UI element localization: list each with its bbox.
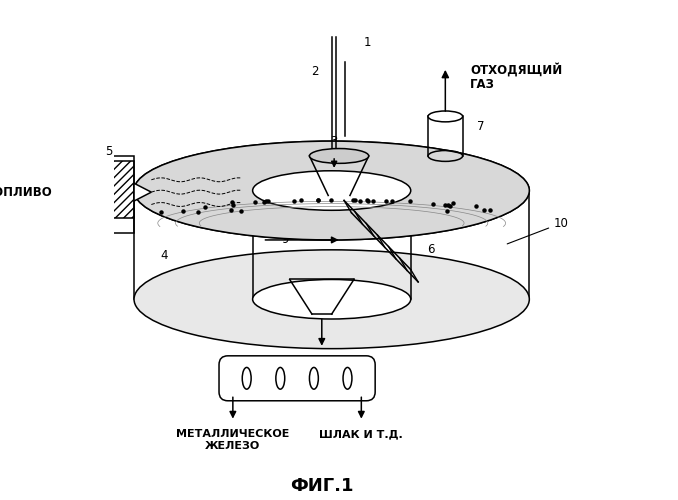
Text: МЕТАЛЛИЧЕСКОЕ
ЖЕЛЕЗО: МЕТАЛЛИЧЕСКОЕ ЖЕЛЕЗО xyxy=(176,429,290,450)
Text: 1: 1 xyxy=(364,36,372,49)
Text: 3: 3 xyxy=(330,134,338,147)
Text: 10: 10 xyxy=(507,216,569,244)
Ellipse shape xyxy=(428,111,462,122)
Bar xyxy=(87,156,134,232)
Ellipse shape xyxy=(253,171,411,210)
Polygon shape xyxy=(134,184,151,201)
Text: ТОПЛИВО: ТОПЛИВО xyxy=(0,186,52,198)
Ellipse shape xyxy=(242,368,251,389)
Text: ФИГ.1: ФИГ.1 xyxy=(290,477,353,495)
FancyBboxPatch shape xyxy=(219,356,375,401)
Text: 2: 2 xyxy=(311,66,318,78)
Ellipse shape xyxy=(134,141,530,240)
Text: 5: 5 xyxy=(105,144,113,158)
Ellipse shape xyxy=(309,368,319,389)
Ellipse shape xyxy=(253,280,411,319)
Bar xyxy=(92,161,134,218)
Text: 6: 6 xyxy=(426,244,434,256)
Ellipse shape xyxy=(343,368,352,389)
Text: ШЛАК И Т.Д.: ШЛАК И Т.Д. xyxy=(319,429,403,439)
Ellipse shape xyxy=(134,250,530,348)
Text: 4: 4 xyxy=(160,250,167,262)
Ellipse shape xyxy=(309,148,369,164)
Ellipse shape xyxy=(134,141,530,240)
Text: 7: 7 xyxy=(477,120,485,133)
Ellipse shape xyxy=(253,171,411,210)
Text: 8: 8 xyxy=(364,302,371,316)
Text: ОТХОДЯЩИЙ
ГАЗ: ОТХОДЯЩИЙ ГАЗ xyxy=(470,62,562,92)
Ellipse shape xyxy=(276,368,285,389)
Text: 9: 9 xyxy=(281,233,288,246)
